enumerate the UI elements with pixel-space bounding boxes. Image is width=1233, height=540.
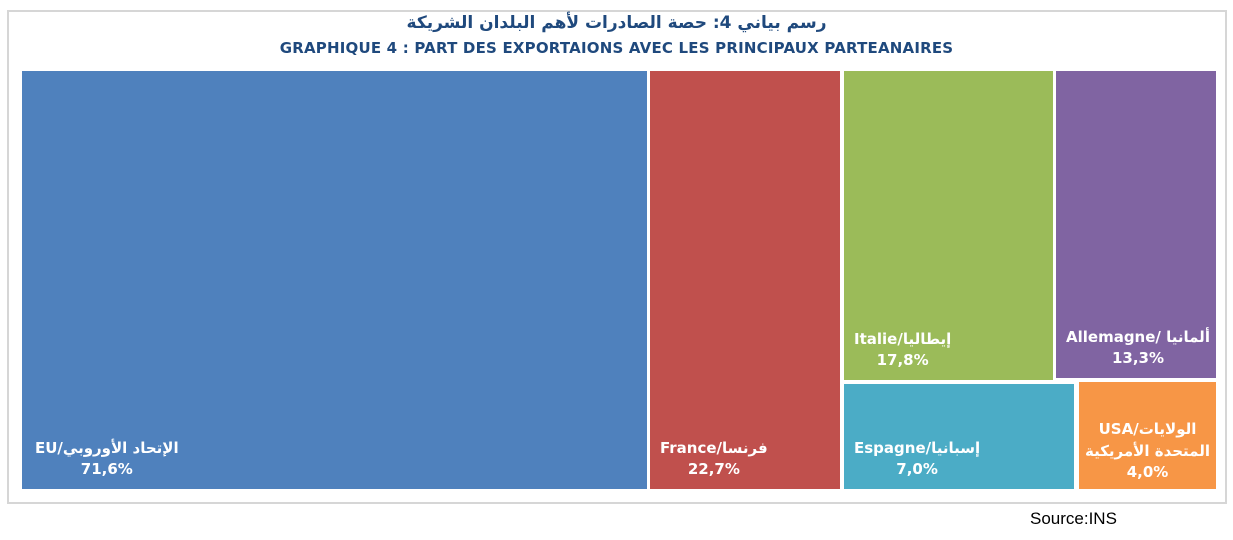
treemap-tile-france: France/فرنسا 22,7%	[650, 71, 840, 489]
tile-value-usa: 4,0%	[1126, 463, 1169, 482]
tile-value-espagne: 7,0%	[896, 460, 938, 479]
treemap-tile-espagne: Espagne/إسبانيا 7,0%	[844, 384, 1074, 489]
tile-value-italie: 17,8%	[876, 351, 929, 370]
tile-label-espagne: Espagne/إسبانيا 7,0%	[854, 438, 980, 482]
tile-value-eu: 71,6%	[80, 460, 133, 479]
source-note: Source:INS	[1030, 509, 1117, 528]
tile-name-espagne: Espagne/إسبانيا	[854, 438, 981, 457]
treemap-tile-allemagne: Allemagne/ ألمانيا 13,3%	[1056, 71, 1216, 378]
tile-name-italie: Italie/إيطاليا	[854, 329, 952, 348]
tile-label-italie: Italie/إيطاليا 17,8%	[854, 329, 951, 373]
tile-name-eu: EU/الإتحاد الأوروبي	[35, 438, 179, 457]
tile-label-usa: USA/الولايات المتحدة الأمريكية 4,0%	[1083, 419, 1212, 484]
chart-title-french: GRAPHIQUE 4 : PART DES EXPORTAIONS AVEC …	[279, 39, 954, 57]
tile-label-allemagne: Allemagne/ ألمانيا 13,3%	[1066, 327, 1210, 371]
tile-value-allemagne: 13,3%	[1111, 349, 1164, 368]
chart-title-arabic: رسم بياني 4: حصة الصادرات لأهم البلدان ا…	[406, 13, 827, 33]
tile-value-france: 22,7%	[687, 460, 740, 479]
tile-name-france: France/فرنسا	[660, 438, 768, 457]
tile-name-allemagne: Allemagne/ ألمانيا	[1066, 327, 1210, 346]
tile-name-usa: USA/الولايات المتحدة الأمريكية	[1084, 419, 1210, 460]
treemap-tile-italie: Italie/إيطاليا 17,8%	[844, 71, 1053, 380]
treemap-tile-usa: USA/الولايات المتحدة الأمريكية 4,0%	[1079, 382, 1216, 489]
tile-label-france: France/فرنسا 22,7%	[660, 438, 768, 482]
treemap-tile-eu: EU/الإتحاد الأوروبي 71,6%	[22, 71, 647, 489]
tile-label-eu: EU/الإتحاد الأوروبي 71,6%	[35, 438, 179, 482]
